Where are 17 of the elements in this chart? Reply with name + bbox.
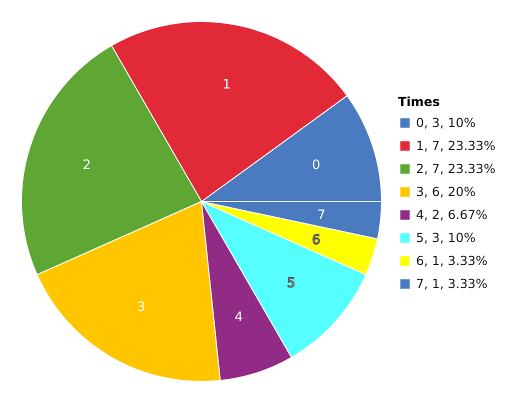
text: 7 bbox=[317, 208, 326, 224]
text: 3 bbox=[137, 300, 146, 315]
legend-label: 1, 7, 23.33% bbox=[416, 138, 496, 153]
legend-label: 7, 1, 3.33% bbox=[416, 276, 488, 291]
legend-label: 3, 6, 20% bbox=[416, 184, 476, 199]
text: 6 bbox=[312, 232, 320, 248]
legend-label: 2, 7, 23.33% bbox=[416, 161, 496, 176]
legend-label: 5, 3, 10% bbox=[416, 230, 476, 245]
text: 1 bbox=[222, 78, 231, 93]
text: 0 bbox=[312, 158, 320, 174]
legend-label: 0, 3, 10% bbox=[416, 115, 476, 130]
text: 4 bbox=[234, 310, 243, 326]
legend-label: 4, 2, 6.67% bbox=[416, 207, 488, 222]
legend-title: Times bbox=[398, 94, 441, 109]
text: 5 bbox=[286, 276, 296, 292]
text: 2 bbox=[82, 158, 91, 174]
legend-label: 6, 1, 3.33% bbox=[416, 253, 488, 268]
